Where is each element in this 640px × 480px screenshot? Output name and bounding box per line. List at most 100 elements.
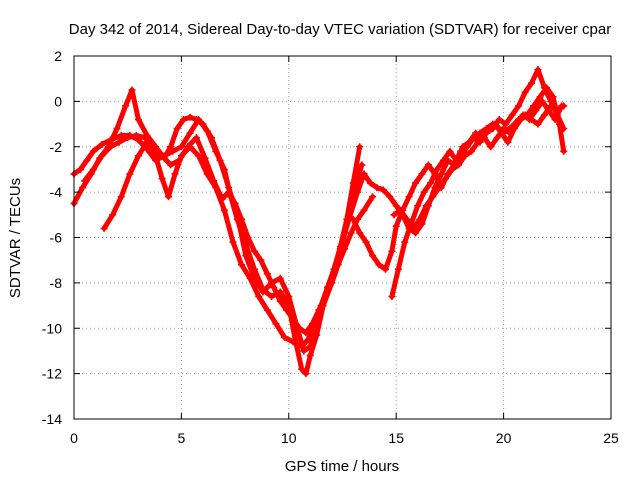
data-point [186, 113, 194, 121]
data-point [98, 152, 106, 160]
data-point [257, 256, 265, 264]
data-point [250, 247, 258, 255]
data-point [422, 202, 430, 210]
data-point [89, 165, 97, 173]
data-point [528, 79, 536, 87]
data-point [134, 116, 142, 124]
data-point [392, 202, 400, 210]
data-point [306, 351, 314, 359]
data-point [109, 211, 117, 219]
data-point [270, 283, 278, 291]
data-point [272, 320, 280, 328]
data-point [525, 116, 533, 124]
data-point [558, 102, 566, 110]
data-point [418, 220, 426, 228]
data-point [298, 342, 306, 350]
data-point [512, 120, 520, 128]
data-point [83, 156, 91, 164]
data-point [485, 125, 493, 133]
data-point [100, 224, 108, 232]
y-tick-labels: 2 0 -2 -4 -6 -8 -10 -12 -14 [42, 48, 62, 427]
data-point [388, 247, 396, 255]
data-point [186, 143, 194, 151]
data-point [289, 315, 297, 323]
data-point [167, 143, 175, 151]
data-point [487, 143, 495, 151]
data-point [388, 292, 396, 300]
data-point [242, 252, 250, 260]
data-point [534, 120, 542, 128]
data-point [229, 238, 237, 246]
data-point [152, 152, 160, 160]
series-track-g [389, 85, 567, 299]
tick-marks [73, 55, 612, 420]
data-point [173, 125, 181, 133]
data-point [225, 188, 233, 196]
data-point [158, 152, 166, 160]
data-point [545, 106, 553, 114]
data-point [298, 365, 306, 373]
data-point [323, 283, 331, 291]
y-tick-label: -8 [50, 275, 63, 291]
data-point [212, 184, 220, 192]
data-point [405, 193, 413, 201]
data-point [165, 193, 173, 201]
data-point [134, 152, 142, 160]
data-point [543, 84, 551, 92]
data-point [238, 215, 246, 223]
data-point [304, 336, 312, 344]
data-point [263, 270, 271, 278]
series-track-f [361, 67, 567, 236]
data-point [396, 206, 404, 214]
data-point [268, 292, 276, 300]
data-point [255, 292, 263, 300]
x-tick-label: 25 [603, 430, 619, 446]
data-point [416, 215, 424, 223]
data-point [343, 215, 351, 223]
data-point [177, 143, 185, 151]
x-tick-label: 5 [178, 430, 186, 446]
data-point [459, 143, 467, 151]
data-point [508, 111, 516, 119]
data-point [283, 306, 291, 314]
x-tick-labels: 0 5 10 15 20 25 [70, 430, 619, 446]
x-tick-label: 20 [496, 430, 512, 446]
data-point [113, 125, 121, 133]
data-point [515, 102, 523, 110]
y-tick-label: -12 [42, 366, 62, 382]
data-point [519, 111, 527, 119]
data-point [532, 106, 540, 114]
data-point [534, 66, 542, 74]
data-point [300, 347, 308, 355]
data-point [81, 177, 89, 185]
y-axis-label: SDTVAR / TECUs [7, 178, 24, 298]
data-point [158, 175, 166, 183]
data-point [349, 179, 357, 187]
data-point [132, 131, 140, 139]
data-point [192, 134, 200, 142]
data-point [412, 229, 420, 237]
data-point [238, 261, 246, 269]
data-point [392, 222, 400, 230]
data-point [474, 138, 482, 146]
data-point [502, 120, 510, 128]
data-point [330, 265, 338, 273]
data-point [540, 111, 548, 119]
data-point [538, 97, 546, 105]
data-point [448, 165, 456, 173]
data-point [454, 161, 462, 169]
data-point [126, 170, 134, 178]
data-point [349, 215, 357, 223]
data-point [79, 184, 87, 192]
data-point [259, 288, 267, 296]
data-point [195, 152, 203, 160]
data-point [143, 138, 151, 146]
data-point [98, 140, 106, 148]
data-point [412, 179, 420, 187]
data-point [442, 175, 450, 183]
data-point [446, 147, 454, 155]
data-point [381, 265, 389, 273]
data-point [107, 143, 115, 151]
data-point [89, 147, 97, 155]
data-point [495, 116, 503, 124]
